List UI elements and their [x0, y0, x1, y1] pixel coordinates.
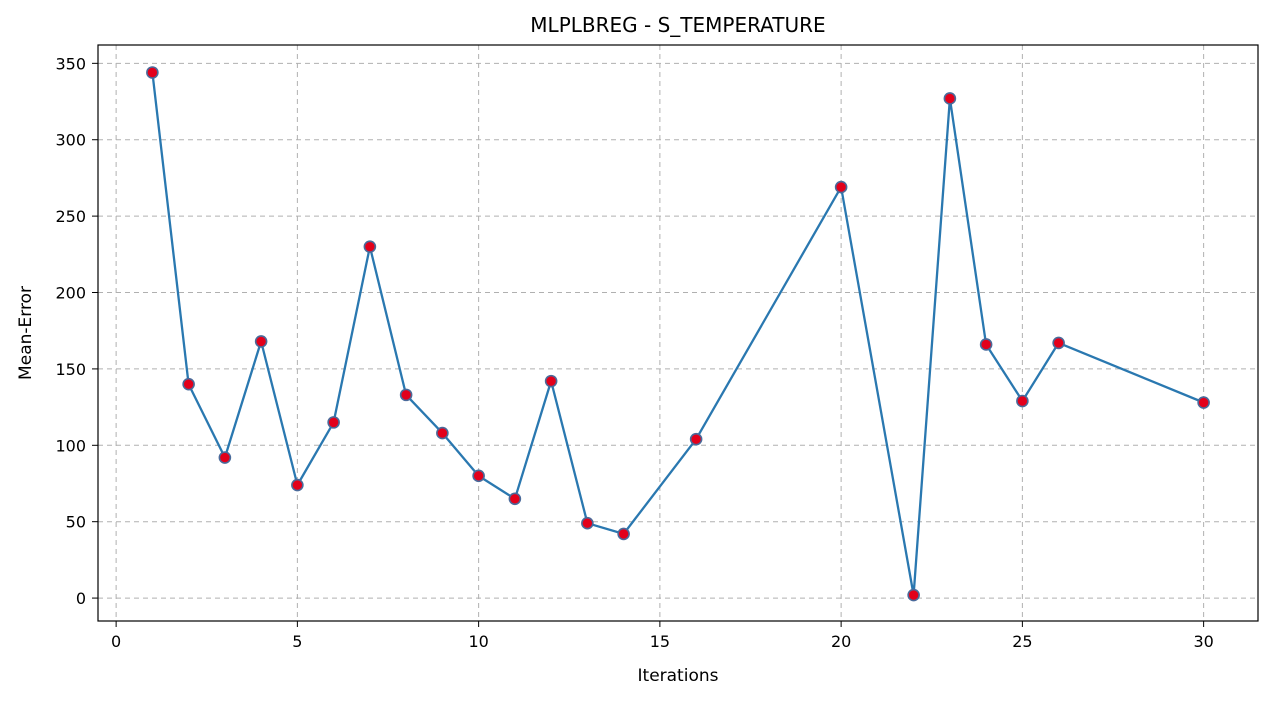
x-axis-label: Iterations	[638, 666, 719, 686]
x-tick-label: 25	[1012, 632, 1032, 651]
data-point	[146, 66, 159, 79]
data-point	[218, 451, 232, 464]
y-tick-label: 100	[55, 436, 86, 455]
chart-title: MLPLBREG - S_TEMPERATURE	[530, 13, 825, 37]
data-points	[146, 66, 1210, 602]
grid	[98, 45, 1258, 621]
data-point	[907, 588, 920, 602]
data-point	[327, 416, 340, 429]
data-point	[581, 516, 594, 530]
y-tick-label: 200	[55, 284, 86, 303]
y-tick-label: 150	[55, 360, 86, 379]
x-tick-label: 15	[650, 632, 670, 651]
data-point	[254, 335, 268, 348]
data-point	[436, 426, 449, 440]
y-tick-label: 300	[55, 131, 86, 150]
y-tick-label: 250	[55, 207, 86, 226]
data-point	[363, 240, 377, 253]
data-point	[399, 388, 413, 402]
y-axis-label: Mean-Error	[16, 286, 36, 380]
data-point	[689, 432, 703, 446]
series-line	[151, 72, 1205, 597]
data-point	[617, 527, 630, 541]
data-point	[979, 338, 993, 351]
x-tick-label: 0	[111, 632, 121, 651]
series-line-group	[151, 72, 1205, 597]
data-point	[943, 92, 957, 105]
data-point	[182, 377, 195, 391]
data-point	[1052, 336, 1065, 350]
data-point	[544, 374, 558, 388]
data-point	[834, 180, 848, 194]
data-point	[508, 492, 522, 506]
data-point	[472, 469, 485, 483]
x-tick-label: 5	[292, 632, 302, 651]
x-tick-label: 20	[831, 632, 851, 651]
data-point	[291, 478, 304, 492]
data-point	[1197, 396, 1210, 409]
y-tick-label: 0	[76, 589, 86, 608]
y-tick-label: 50	[66, 513, 86, 532]
y-tick-label: 350	[55, 54, 86, 73]
x-tick-label: 10	[468, 632, 488, 651]
data-point	[1016, 394, 1029, 408]
plot-area	[97, 44, 1259, 622]
x-tick-label: 30	[1193, 632, 1213, 651]
